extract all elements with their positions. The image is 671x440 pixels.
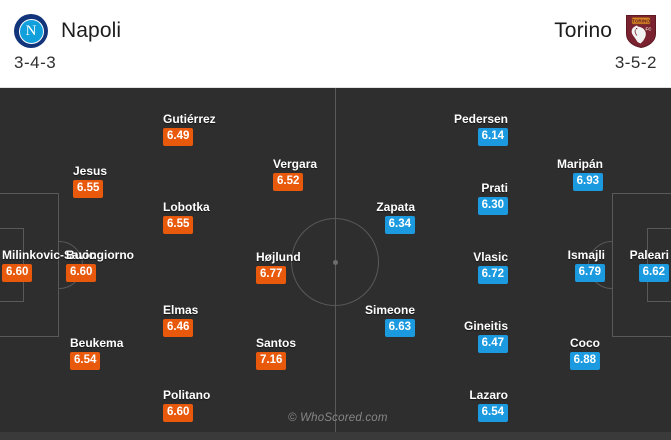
player-name: Beukema <box>70 336 124 350</box>
player-name: Maripán <box>556 157 603 171</box>
napoli-crest-letter: N <box>25 22 37 39</box>
player-marker[interactable]: Elmas 6.46 <box>163 303 198 337</box>
player-name: Prati <box>481 181 508 195</box>
player-rating-badge: 6.30 <box>477 197 508 215</box>
player-rating-badge: 6.63 <box>384 319 415 337</box>
player-name: Gineitis <box>463 319 508 333</box>
player-marker[interactable]: Vergara 6.52 <box>273 157 317 191</box>
home-formation: 3-4-3 <box>14 53 57 72</box>
player-name: Vlasic <box>473 250 508 264</box>
pitch <box>0 88 671 432</box>
player-rating-badge: 6.47 <box>477 335 508 353</box>
torino-crest-icon: TORINO FC <box>625 14 657 49</box>
player-rating-badge: 6.52 <box>273 173 304 191</box>
player-name: Milinkovic-Savic <box>2 248 96 262</box>
player-rating-badge: 6.60 <box>66 264 97 282</box>
player-rating-badge: 6.54 <box>70 352 101 370</box>
player-name: Zapata <box>376 200 415 214</box>
player-rating-badge: 6.34 <box>384 216 415 234</box>
player-name: Gutiérrez <box>163 112 216 126</box>
player-marker[interactable]: Ismajli 6.79 <box>568 248 605 282</box>
player-marker[interactable]: Prati 6.30 <box>477 181 508 215</box>
player-marker[interactable]: Lobotka 6.55 <box>163 200 210 234</box>
player-marker[interactable]: Højlund 6.77 <box>256 250 301 284</box>
center-circle <box>291 218 379 306</box>
player-name: Paleari <box>629 248 669 262</box>
player-name: Jesus <box>73 164 108 178</box>
player-name: Simeone <box>364 303 415 317</box>
player-rating-badge: 6.14 <box>477 128 508 146</box>
player-rating-badge: 6.54 <box>477 404 508 422</box>
player-marker[interactable]: Lazaro 6.54 <box>469 388 508 422</box>
home-team-name: Napoli <box>61 19 122 42</box>
player-name: Ismajli <box>567 248 605 262</box>
player-marker[interactable]: Jesus 6.55 <box>73 164 107 198</box>
watermark: © WhoScored.com <box>288 412 388 424</box>
player-rating-badge: 6.88 <box>569 352 600 370</box>
player-marker[interactable]: Gutiérrez 6.49 <box>163 112 216 146</box>
player-name: Santos <box>256 336 297 350</box>
player-name: Lobotka <box>163 200 210 214</box>
away-team-row: Torino TORINO FC <box>554 12 657 50</box>
center-spot <box>333 260 338 265</box>
player-marker[interactable]: Milinkovic-Savic 6.60 <box>2 248 95 282</box>
player-marker[interactable]: Coco 6.88 <box>569 336 600 370</box>
player-marker[interactable]: Beukema 6.54 <box>70 336 123 370</box>
player-rating-badge: 6.79 <box>574 264 605 282</box>
player-rating-badge: 6.62 <box>638 264 669 282</box>
player-name: Coco <box>570 336 600 350</box>
player-marker[interactable]: Paleari 6.62 <box>630 248 669 282</box>
away-formation: 3-5-2 <box>614 53 657 72</box>
player-marker[interactable]: Politano 6.60 <box>163 388 210 422</box>
home-team-block[interactable]: N Napoli 3-4-3 <box>14 12 121 73</box>
player-rating-badge: 6.72 <box>477 266 508 284</box>
pitch-bottom-strip <box>0 432 671 440</box>
player-marker[interactable]: Gineitis 6.47 <box>464 319 508 353</box>
player-marker[interactable]: Buongiorno 6.60 <box>66 248 134 282</box>
player-marker[interactable]: Maripán 6.93 <box>557 157 603 191</box>
player-rating-badge: 6.77 <box>256 266 287 284</box>
player-rating-badge: 6.49 <box>163 128 194 146</box>
napoli-crest-icon: N <box>14 14 48 48</box>
home-team-row: N Napoli <box>14 12 121 50</box>
penalty-area-left <box>0 193 59 337</box>
player-name: Elmas <box>163 303 199 317</box>
player-name: Højlund <box>256 250 301 264</box>
svg-text:TORINO: TORINO <box>632 18 650 23</box>
player-rating-badge: 6.55 <box>163 216 194 234</box>
player-rating-badge: 7.16 <box>256 352 287 370</box>
away-team-name: Torino <box>554 19 612 42</box>
player-marker[interactable]: Santos 7.16 <box>256 336 296 370</box>
penalty-area-right <box>612 193 671 337</box>
player-rating-badge: 6.60 <box>163 404 194 422</box>
player-name: Buongiorno <box>66 248 134 262</box>
player-rating-badge: 6.60 <box>2 264 33 282</box>
away-team-block[interactable]: Torino TORINO FC 3-5-2 <box>554 12 657 73</box>
player-rating-badge: 6.46 <box>163 319 194 337</box>
player-rating-badge: 6.55 <box>73 180 104 198</box>
player-rating-badge: 6.93 <box>572 173 603 191</box>
svg-text:FC: FC <box>646 26 653 31</box>
player-marker[interactable]: Pedersen 6.14 <box>454 112 508 146</box>
player-marker[interactable]: Simeone 6.63 <box>365 303 415 337</box>
player-name: Politano <box>163 388 211 402</box>
player-marker[interactable]: Zapata 6.34 <box>376 200 415 234</box>
match-header: N Napoli 3-4-3 Torino TORINO FC <box>0 0 671 88</box>
player-name: Vergara <box>273 157 318 171</box>
player-marker[interactable]: Vlasic 6.72 <box>473 250 508 284</box>
player-name: Pedersen <box>453 112 508 126</box>
player-name: Lazaro <box>469 388 508 402</box>
